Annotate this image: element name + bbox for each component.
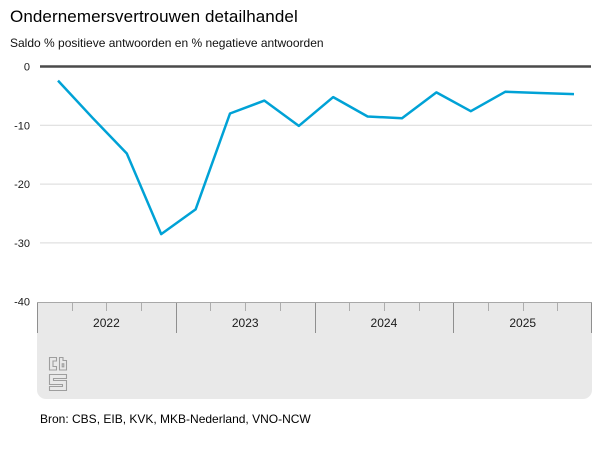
year-tick — [175, 303, 177, 333]
y-axis-label: -20 — [14, 179, 30, 191]
quarter-tick — [349, 303, 351, 311]
quarter-tick — [557, 303, 559, 311]
y-axis-label: 0 — [24, 62, 30, 74]
year-tick — [37, 303, 38, 333]
year-label: 2025 — [509, 316, 537, 330]
y-axis-label: -40 — [14, 297, 30, 309]
quarter-tick — [210, 303, 212, 311]
y-axis-label: -30 — [14, 238, 30, 250]
cbs-logo-icon — [48, 356, 68, 392]
y-axis-label: -10 — [14, 120, 30, 132]
line-chart-plot-area: 0 -10 -20 -30 -40 — [14, 62, 592, 309]
year-label: 2023 — [231, 316, 259, 330]
quarter-tick — [106, 303, 108, 311]
year-tick — [591, 303, 592, 333]
chart-subtitle: Saldo % positieve antwoorden en % negati… — [10, 36, 324, 50]
quarter-tick — [71, 303, 73, 311]
chart-title: Ondernemersvertrouwen detailhandel — [10, 7, 298, 26]
quarter-tick — [418, 303, 420, 311]
quarter-tick — [245, 303, 247, 311]
year-tick — [453, 303, 455, 333]
time-axis-panel: 2022 2023 2024 2025 — [37, 302, 592, 399]
quarter-tick — [522, 303, 524, 311]
source-note: Bron: CBS, EIB, KVK, MKB-Nederland, VNO-… — [40, 412, 311, 426]
year-tick — [314, 303, 316, 333]
year-label: 2024 — [370, 316, 398, 330]
confidence-line — [57, 79, 575, 236]
quarter-tick — [141, 303, 143, 311]
quarter-tick — [383, 303, 385, 311]
year-label: 2022 — [93, 316, 120, 330]
quarter-tick — [279, 303, 281, 311]
quarter-tick — [487, 303, 489, 311]
